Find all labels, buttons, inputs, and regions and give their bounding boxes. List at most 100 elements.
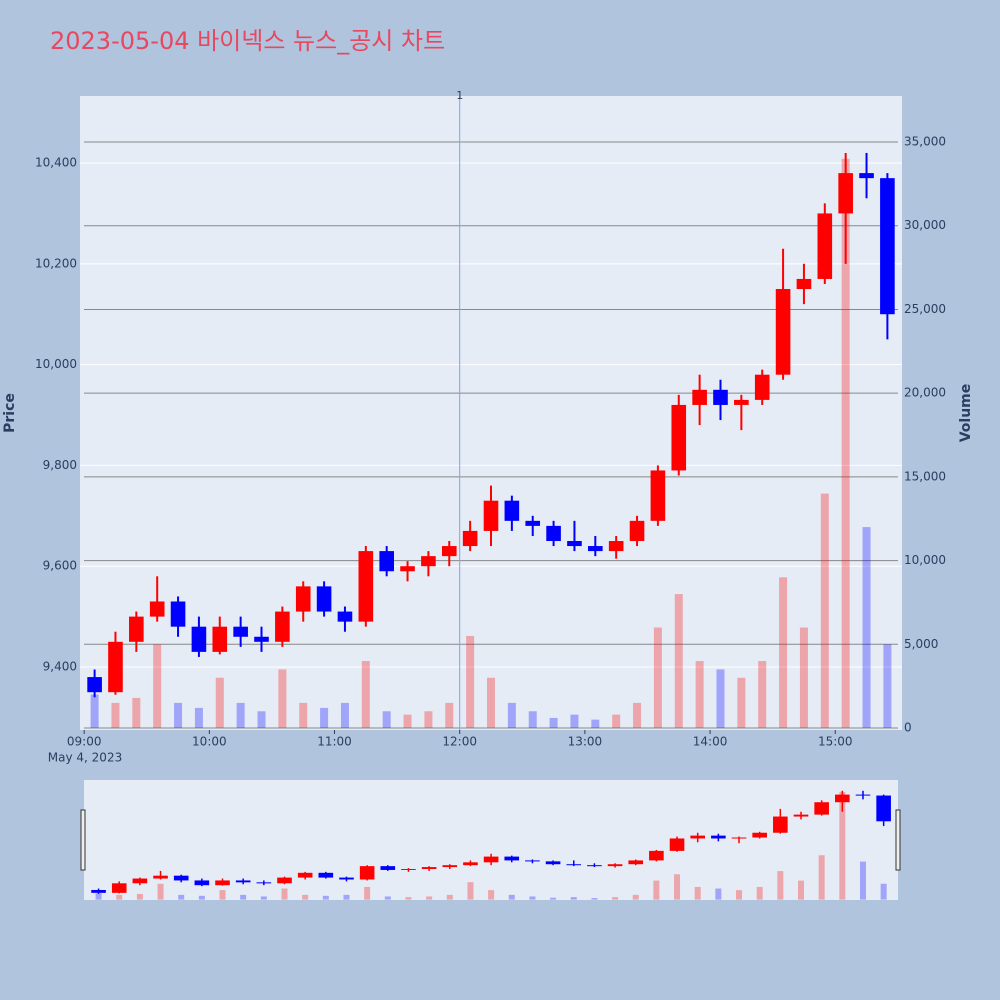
candle-body [379,551,394,572]
slider-body [752,832,767,838]
candle-body [129,616,144,642]
volume-bar [215,677,224,729]
slider-volume [426,896,433,900]
slider-volume [260,896,267,900]
volume-bar [841,158,850,729]
y-tick-label: 9,600 [43,559,77,573]
y-axis-title: Price [2,393,18,433]
y2-tick-label: 35,000 [904,135,946,149]
volume-bar [466,635,475,729]
slider-volume [880,883,887,900]
slider-body [587,865,602,867]
slider-handle[interactable] [80,809,86,871]
candle-body [588,546,603,552]
slider-volume [446,894,453,900]
slider-handle[interactable] [895,809,901,871]
slider-body [153,875,168,879]
volume-bar [132,697,141,729]
slider-volume [95,893,102,900]
y-tick-label: 9,400 [43,660,77,674]
candle-body [400,566,415,572]
slider-body [442,865,458,868]
slider-body [463,862,478,866]
candle-body [504,500,520,521]
candle-body [567,541,582,547]
slider-body [194,880,210,886]
volume-bar [570,714,579,729]
volume-bar [591,719,600,729]
slider-body [421,867,437,869]
volume-bar [194,707,203,729]
chart-title: 2023-05-04 바이넥스 뉴스_공시 차트 [50,27,445,55]
slider-body [566,864,582,866]
candle-body [149,601,165,617]
volume-bar [716,669,725,729]
slider-body [318,872,334,878]
slider-volume [281,888,288,900]
slider-body [711,835,726,839]
slider-volume [322,895,329,900]
volume-bar [340,702,349,729]
volume-bar [445,702,454,729]
slider-body [483,856,499,863]
x-tick-label: 15:00 [818,735,853,749]
y2-tick-label: 20,000 [904,386,946,400]
slider-volume [116,894,123,900]
y2-axis-title: Volume [958,384,974,443]
candle-body [525,520,541,526]
slider-body [690,835,706,839]
slider-body [91,889,106,893]
candle-body [775,289,791,375]
x-tick-label: 11:00 [317,735,352,749]
candle-body [817,213,833,279]
slider-volume [777,871,784,900]
volume-bar [90,694,99,729]
slider-volume [859,861,866,900]
candle-body [483,500,499,531]
slider-volume [818,855,825,900]
volume-bar [758,661,767,729]
slider-body [855,794,871,796]
x-tick-label: 13:00 [568,735,603,749]
slider-volume [798,880,804,900]
slider-body [649,850,664,861]
candle-body [838,173,853,214]
candle-body [108,641,123,693]
volume-bar [320,707,329,729]
candle-body [441,546,457,557]
y2-tick-label: 15,000 [904,469,946,483]
candle-body [170,601,186,627]
slider-volume [632,894,639,900]
y2-tick-label: 5,000 [904,637,938,651]
slider-body [525,860,540,862]
candle-body [880,178,895,315]
y2-tick-label: 30,000 [904,218,946,232]
slider-volume [219,890,226,900]
slider-body [277,877,292,884]
slider-body [545,861,561,865]
candle-body [421,556,436,567]
slider-volume [736,890,743,900]
candle-body [275,611,290,642]
slider-body [297,872,313,878]
volume-bar [257,711,266,729]
slider-body [235,880,251,883]
slider-body [359,866,375,880]
slider-body [731,837,747,839]
annotation-label: 1 [456,89,463,102]
volume-bar [111,702,120,729]
slider-body [835,794,850,803]
candle-body [358,551,374,622]
candle-body [87,677,102,693]
range-slider [84,780,898,900]
slider-body [504,856,520,861]
volume-bar [174,702,183,729]
slider-volume [674,874,681,900]
y-tick-label: 10,400 [35,156,77,170]
candle-body [546,525,561,542]
volume-bar [487,677,495,729]
volume-bar [424,711,433,729]
volume-bar [695,661,704,729]
y-tick-label: 10,200 [35,256,77,270]
